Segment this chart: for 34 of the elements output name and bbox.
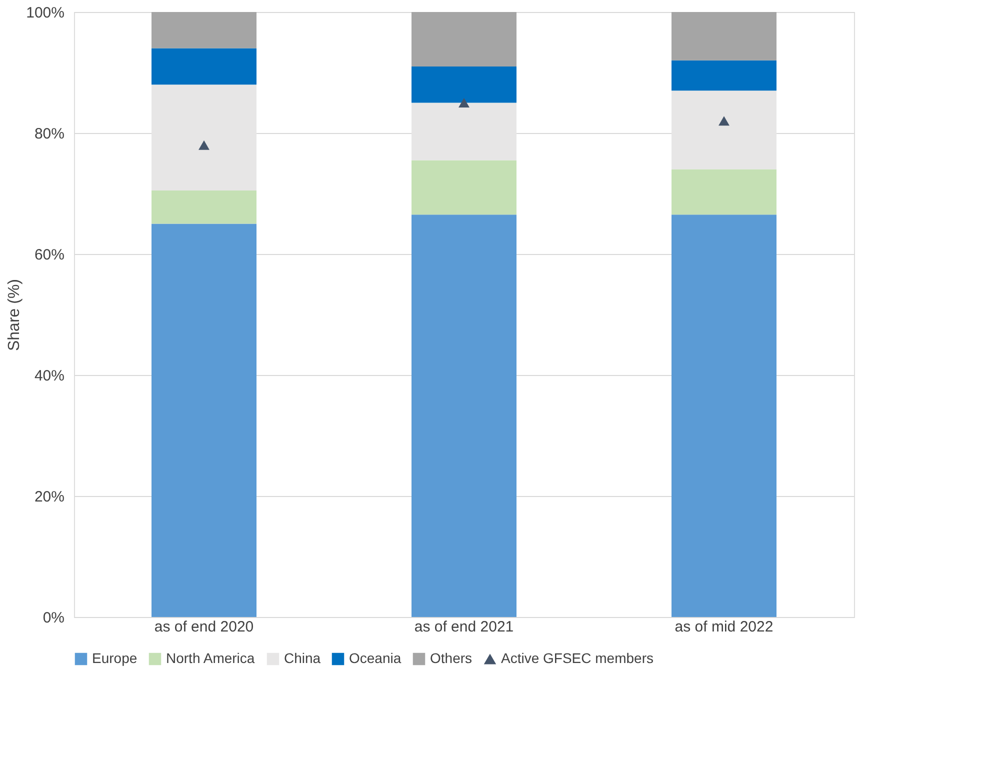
legend-label: Europe [92,650,138,666]
y-tick-label: 40% [34,368,64,384]
bar [412,66,516,103]
bar [152,12,256,48]
y-tick-label: 0% [42,610,64,626]
bar [672,12,776,60]
y-axis-title: Share (%) [6,278,24,352]
legend-label: Oceania [349,650,402,666]
bar [152,190,256,224]
legend-label: Others [430,650,472,666]
point [198,140,210,150]
bar [672,90,776,170]
x-tick-label: as of end 2021 [414,618,514,636]
bar [412,214,516,617]
bar [672,214,776,617]
point [458,98,470,108]
legend-label: North America [166,650,255,666]
y-tick-label: 100% [26,4,64,22]
bar [412,102,516,160]
y-tick-label: 80% [34,126,64,142]
bar [152,48,256,85]
bar [412,160,516,215]
legend-label: China [284,650,321,666]
bar [152,84,256,190]
y-tick-label: 20% [34,488,64,506]
bar [152,224,256,617]
x-tick-label: as of end 2020 [154,618,254,636]
point [718,116,730,126]
bar [412,12,516,66]
y-tick-label: 60% [34,246,64,264]
bar [672,60,776,91]
legend-label: Active GFSEC members [501,650,654,666]
x-tick-label: as of mid 2022 [674,618,774,636]
bar [672,169,776,215]
